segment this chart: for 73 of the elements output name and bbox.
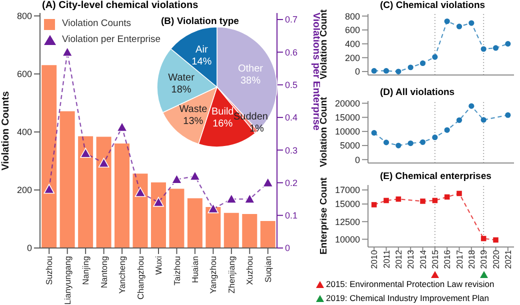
slice-label: Air	[196, 44, 208, 56]
y-tick-label: 20000	[334, 98, 360, 108]
y2-tick-label: 0.6	[285, 47, 298, 58]
x-tick-label: Yangzhou	[208, 256, 218, 294]
y-tick-label: 0	[354, 154, 360, 165]
x-tick-label: 2014	[418, 250, 428, 269]
y-tick-label: 15000	[334, 199, 360, 210]
chart-title: (D) All violations	[380, 87, 455, 98]
y-tick-label: 0	[26, 243, 32, 254]
data-label: 18%	[171, 84, 192, 96]
x-tick-label: Nantong	[98, 256, 109, 288]
data-label: 13%	[183, 116, 204, 128]
y-tick-label: 15000	[334, 112, 360, 123]
x-tick-label: Yancheng	[117, 256, 128, 294]
x-tick-label: Taizhou	[172, 256, 182, 286]
y-axis-title: Violation Counts	[0, 90, 12, 170]
x-tick-label: Suqian	[262, 256, 273, 282]
slice-label: Water	[168, 72, 196, 84]
x-tick-label: 2019	[478, 250, 489, 269]
slice-label: Other	[238, 64, 264, 75]
slice-label: Waste	[179, 104, 208, 116]
chart-title: (C) Chemical violations	[380, 0, 486, 11]
x-tick-label: 2018	[466, 250, 476, 269]
y-tick-label: 800	[344, 11, 360, 22]
x-tick-label: 2012	[393, 250, 404, 269]
y2-tick-label: 0.4	[285, 112, 298, 123]
x-tick-label: 2013	[406, 250, 416, 269]
data-label: 1%	[250, 123, 264, 134]
chart-title: (A) City-level chemical violations	[42, 0, 198, 11]
y-tick-label: 10000	[334, 126, 360, 137]
y-tick-label: 10000	[334, 234, 360, 244]
y2-tick-label: 0.5	[285, 80, 298, 90]
y-tick-label: 800	[16, 11, 32, 22]
y2-tick-label: 0.7	[285, 14, 298, 25]
x-tick-label: Wuxi	[154, 256, 164, 275]
data-label: 38%	[240, 76, 261, 87]
x-tick-label: Huaian	[190, 256, 200, 283]
legend-label: Violation Counts	[62, 17, 132, 31]
x-tick-label: Suzhou	[44, 256, 54, 285]
x-tick-label: 2010	[369, 250, 380, 269]
y-tick-label: 0	[354, 66, 360, 77]
x-tick-label: 2017	[454, 250, 464, 269]
x-tick-label: 2016	[442, 250, 452, 269]
text: 2015: Environmental Protection Law revision	[326, 279, 494, 289]
x-tick-label: Nanjing	[80, 256, 91, 285]
y2-tick-label: 0	[285, 243, 290, 254]
chart-title: (B) Violation type	[161, 16, 239, 27]
legend-label: Violation per Enterprise	[62, 33, 161, 47]
x-tick-label: 2015	[430, 250, 440, 269]
y2-tick-label: 0.1	[285, 210, 298, 221]
data-label: 14%	[192, 56, 212, 68]
y2-tick-label: 0.3	[285, 145, 298, 156]
y-tick-label: 5000	[340, 140, 360, 151]
y-tick-label: 12500	[334, 216, 360, 227]
x-tick-label: 2011	[381, 250, 392, 268]
x-tick-label: Zhenjiang	[226, 256, 236, 294]
y-tick-label: 200	[344, 52, 360, 63]
data-label: 16%	[212, 118, 233, 130]
y-tick-label: 17000	[334, 185, 360, 196]
text: 2019: Chemical Industry Improvement Plan	[326, 293, 489, 303]
x-tick-label: 2020	[490, 250, 501, 269]
y-tick-label: 400	[16, 127, 32, 138]
x-tick-label: 2021	[502, 250, 513, 269]
y-tick-label: 600	[16, 69, 32, 80]
x-tick-label: Lianyungang	[62, 256, 72, 305]
slice-label: Build	[211, 106, 234, 118]
x-tick-label: Changzhou	[135, 256, 146, 300]
x-tick-label: Xuzhou	[244, 256, 255, 285]
chart-title: (E) Chemical enterprises	[380, 171, 492, 182]
y2-tick-label: 0.2	[285, 178, 298, 188]
y-tick-label: 600	[344, 25, 360, 36]
y-tick-label: 400	[344, 39, 360, 49]
y-tick-label: 200	[16, 185, 32, 196]
